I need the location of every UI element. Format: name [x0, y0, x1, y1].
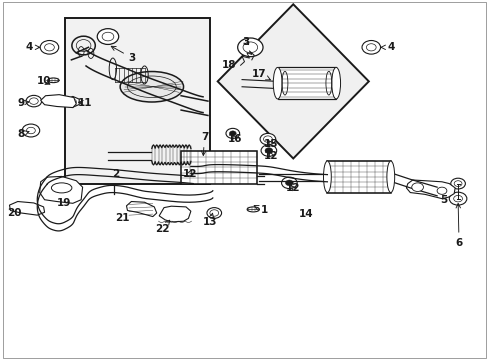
- Text: 13: 13: [203, 213, 217, 227]
- Text: 7: 7: [201, 132, 208, 156]
- Circle shape: [97, 29, 119, 44]
- Text: 8: 8: [18, 129, 29, 139]
- Ellipse shape: [47, 78, 59, 83]
- Text: 3: 3: [242, 37, 249, 47]
- Text: 17: 17: [251, 69, 270, 80]
- Circle shape: [184, 159, 200, 171]
- Polygon shape: [217, 4, 368, 158]
- Text: 4: 4: [380, 42, 394, 52]
- Text: 3: 3: [111, 46, 136, 63]
- Text: 21: 21: [115, 213, 130, 222]
- Text: 9: 9: [18, 98, 29, 108]
- Circle shape: [40, 41, 59, 54]
- Text: 2: 2: [111, 169, 119, 179]
- Circle shape: [436, 187, 446, 194]
- Ellipse shape: [386, 161, 394, 193]
- Circle shape: [206, 208, 221, 219]
- Circle shape: [361, 41, 380, 54]
- Text: 12: 12: [264, 150, 278, 161]
- Circle shape: [188, 162, 196, 168]
- Text: 14: 14: [299, 209, 313, 219]
- Ellipse shape: [246, 207, 259, 212]
- Bar: [65, 18, 210, 184]
- Circle shape: [22, 124, 40, 137]
- Circle shape: [237, 38, 263, 57]
- Polygon shape: [66, 96, 79, 107]
- Circle shape: [411, 183, 423, 192]
- Text: 12: 12: [285, 183, 300, 193]
- Ellipse shape: [120, 72, 183, 102]
- Circle shape: [225, 129, 239, 138]
- Circle shape: [281, 177, 297, 189]
- Text: 12: 12: [182, 168, 197, 179]
- Polygon shape: [41, 95, 76, 108]
- Circle shape: [448, 192, 466, 205]
- Circle shape: [229, 131, 236, 136]
- Text: 5: 5: [439, 195, 446, 206]
- Bar: [327, 161, 390, 193]
- Polygon shape: [9, 202, 44, 215]
- Ellipse shape: [51, 183, 72, 193]
- Ellipse shape: [273, 67, 282, 99]
- Text: 10: 10: [36, 76, 51, 86]
- Polygon shape: [40, 176, 82, 203]
- Polygon shape: [159, 206, 190, 222]
- Text: 22: 22: [155, 220, 169, 234]
- Ellipse shape: [323, 161, 330, 193]
- Circle shape: [260, 134, 275, 145]
- Circle shape: [450, 178, 465, 189]
- Polygon shape: [406, 180, 454, 199]
- Circle shape: [285, 180, 293, 186]
- Bar: [181, 151, 256, 184]
- Text: 15: 15: [264, 139, 278, 149]
- Text: 6: 6: [454, 203, 462, 248]
- Ellipse shape: [331, 67, 340, 99]
- Polygon shape: [126, 202, 157, 217]
- Circle shape: [264, 148, 272, 153]
- Circle shape: [26, 95, 41, 107]
- Text: 4: 4: [25, 42, 40, 52]
- Text: 16: 16: [227, 134, 242, 144]
- Circle shape: [261, 145, 276, 156]
- Text: 19: 19: [57, 198, 71, 208]
- Text: 1: 1: [254, 206, 267, 216]
- Text: 18: 18: [221, 60, 236, 70]
- Bar: [277, 67, 335, 99]
- Text: 11: 11: [77, 98, 92, 108]
- Text: 20: 20: [7, 208, 21, 218]
